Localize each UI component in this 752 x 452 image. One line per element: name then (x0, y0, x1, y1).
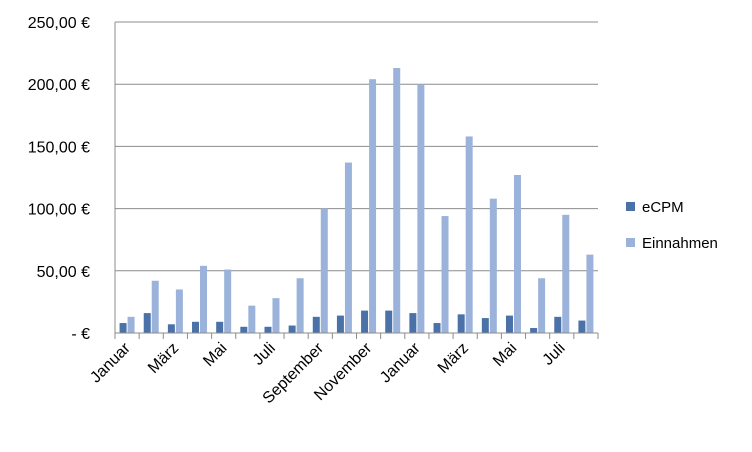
gridlines (115, 21, 598, 272)
bar-ecpm (578, 320, 586, 333)
y-tick-label: 100,00 € (28, 202, 90, 219)
bar-einnahmen (175, 289, 183, 333)
bar-einnahmen (393, 68, 401, 333)
bar-einnahmen (538, 278, 546, 333)
axes (114, 22, 599, 339)
bar-ecpm (264, 326, 272, 333)
bar-einnahmen (417, 84, 425, 333)
x-tick-label: Mai (490, 340, 520, 370)
bar-einnahmen (296, 278, 304, 333)
y-axis-tick-labels: 250,00 € 200,00 € 150,00 € 100,00 € 50,00 € -… (28, 15, 90, 343)
bar-ecpm (409, 313, 417, 333)
bars (119, 68, 594, 333)
bar-einnahmen (369, 79, 377, 333)
bar-ecpm (192, 321, 200, 333)
bar-ecpm (361, 310, 369, 333)
legend-label-ecpm: eCPM (642, 199, 684, 216)
legend: eCPM Einnahmen (626, 199, 718, 252)
bar-einnahmen (272, 298, 280, 333)
bar-ecpm (457, 314, 465, 333)
bar-ecpm (505, 315, 513, 333)
bar-ecpm (167, 324, 175, 333)
legend-swatch-ecpm (626, 202, 635, 211)
legend-label-einnahmen: Einnahmen (642, 235, 718, 252)
y-tick-label: 150,00 € (28, 139, 90, 156)
bar-ecpm (119, 323, 127, 333)
y-tick-label: 50,00 € (37, 264, 90, 281)
legend-swatch-einnahmen (626, 238, 635, 247)
x-tick-label: Juli (250, 340, 279, 369)
bar-einnahmen (127, 316, 135, 333)
bar-ecpm (216, 321, 224, 333)
x-tick-label: Januar (377, 339, 424, 386)
bar-einnahmen (562, 214, 570, 333)
y-tick-label: 250,00 € (28, 15, 90, 32)
bar-einnahmen (248, 305, 256, 333)
bar-ecpm (336, 315, 344, 333)
y-tick-label: 200,00 € (28, 77, 90, 94)
bar-ecpm (433, 323, 441, 333)
y-tick-label: - € (71, 326, 90, 343)
bar-einnahmen (513, 175, 521, 333)
bar-einnahmen (200, 265, 208, 333)
bar-ecpm (481, 318, 489, 333)
bar-ecpm (530, 328, 538, 333)
x-tick-label: Mai (200, 340, 230, 370)
bar-einnahmen (489, 198, 497, 333)
bar-ecpm (288, 325, 296, 333)
bar-ecpm (554, 316, 562, 333)
bar-einnahmen (344, 162, 352, 333)
bar-einnahmen (441, 216, 449, 333)
bar-einnahmen (465, 136, 473, 333)
bar-einnahmen (320, 208, 328, 333)
x-tick-label: März (145, 340, 182, 377)
bar-ecpm (312, 316, 320, 333)
x-tick-label: März (435, 340, 472, 377)
bar-ecpm (240, 326, 248, 333)
bar-ecpm (385, 310, 393, 333)
bar-einnahmen (586, 254, 594, 333)
x-tick-label: Juli (540, 340, 569, 369)
x-tick-label: Januar (87, 339, 134, 386)
bar-ecpm (143, 313, 151, 333)
bar-einnahmen (224, 269, 232, 333)
bar-einnahmen (151, 280, 159, 333)
